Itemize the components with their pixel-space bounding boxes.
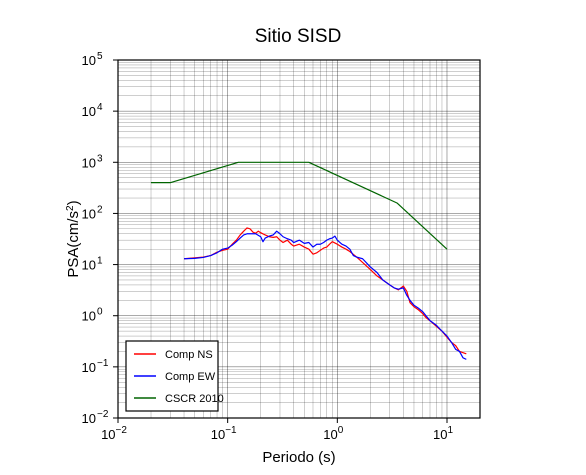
- x-tick-labels: 10−2 10−1 100 101: [101, 418, 453, 442]
- x-tick-exp: −2: [116, 425, 128, 436]
- y-tick-base: 10: [82, 53, 96, 68]
- y-tick-exp: 0: [97, 307, 103, 318]
- y-tick-label: 10: [82, 309, 96, 324]
- y-tick-label: 10: [82, 155, 96, 170]
- y-tick-label: 10: [82, 411, 96, 426]
- x-tick-base: 10: [323, 427, 337, 442]
- y-tick-base: 10: [82, 206, 96, 221]
- chart-title: Sitio SISD: [255, 26, 342, 47]
- y-tick-exp: 2: [97, 204, 103, 215]
- x-axis-label: Periodo (s): [262, 449, 335, 466]
- x-tick-exp: −1: [225, 425, 237, 436]
- x-tick-label: 10−2: [101, 425, 127, 442]
- x-tick-label: 100: [323, 425, 343, 442]
- y-tick-base: 10: [82, 155, 96, 170]
- y-tick-label: 10: [82, 206, 96, 221]
- series-line-comp-ew: [184, 230, 467, 360]
- y-tick-base: 10: [82, 104, 96, 119]
- legend: Comp NS Comp EW CSCR 2010: [125, 340, 224, 412]
- x-tick-base: 10: [211, 427, 225, 442]
- series-lines: [151, 161, 467, 360]
- y-axis-label-sup: 2: [65, 205, 76, 211]
- y-tick-base: 10: [82, 360, 96, 375]
- x-tick-base: 10: [433, 427, 447, 442]
- x-tick-exp: 1: [447, 425, 453, 436]
- legend-items: Comp NS Comp EW CSCR 2010: [134, 349, 224, 405]
- y-tick-label: 10: [82, 53, 96, 68]
- y-tick-exp: −1: [97, 358, 109, 369]
- x-tick-base: 10: [101, 427, 115, 442]
- legend-label: Comp NS: [165, 349, 213, 361]
- x-tick-label: 101: [433, 425, 453, 442]
- plot-frame: [117, 59, 481, 419]
- y-tick-exp: 4: [97, 102, 103, 113]
- y-axis-label-base: PSA(cm/s: [65, 211, 82, 278]
- series-line-cscr-2010: [151, 161, 448, 250]
- y-tick-base: 10: [82, 411, 96, 426]
- y-tick-label: 10: [82, 360, 96, 375]
- y-tick-label: 10: [82, 258, 96, 273]
- legend-label: Comp EW: [165, 371, 216, 383]
- y-tick-base: 10: [82, 309, 96, 324]
- y-tick-exp: 1: [97, 256, 103, 267]
- y-tick-exp: 5: [97, 51, 103, 62]
- y-tick-base: 10: [82, 258, 96, 273]
- x-tick-exp: 0: [338, 425, 344, 436]
- y-tick-exp: 3: [97, 153, 103, 164]
- y-tick-exp: −2: [97, 409, 109, 420]
- series-line-comp-ns: [183, 227, 467, 355]
- y-axis-label: PSA(cm/s2): [65, 200, 83, 277]
- y-tick-label: 10: [82, 104, 96, 119]
- legend-label: CSCR 2010: [165, 393, 224, 405]
- y-axis-label-tail: ): [65, 200, 82, 205]
- x-tick-label: 10−1: [211, 425, 237, 442]
